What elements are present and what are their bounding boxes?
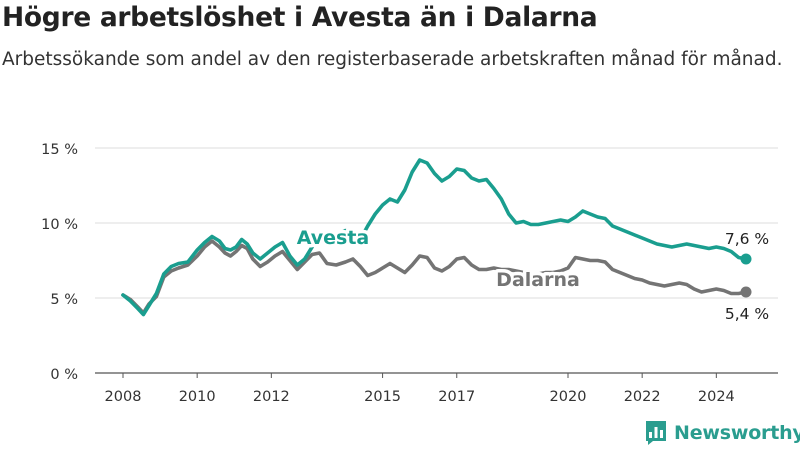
series-line-avesta <box>121 158 748 317</box>
x-tick-label: 2017 <box>438 389 475 405</box>
x-tick-label: 2012 <box>253 389 290 405</box>
bar-chart-icon <box>646 421 666 445</box>
x-tick-label: 2015 <box>364 389 401 405</box>
series-label-dalarna: Dalarna <box>496 269 580 291</box>
chart-subtitle: Arbetssökande som andel av den registerb… <box>2 49 783 70</box>
series-label-halo: Avesta <box>297 227 370 249</box>
series-label-avesta: Avesta <box>297 227 370 249</box>
x-tick-label: 2010 <box>179 389 216 405</box>
brand-name: Newsworthy <box>674 422 800 444</box>
brand-logo[interactable]: Newsworthy <box>644 419 800 447</box>
end-value-label: 5,4 % <box>725 305 769 323</box>
end-point-dalarna <box>740 286 752 298</box>
y-tick-label: 15 % <box>41 142 78 158</box>
series-line-dalarna <box>121 239 748 315</box>
x-tick-label: 2024 <box>698 389 735 405</box>
x-tick-label: 2008 <box>105 389 142 405</box>
y-tick-label: 5 % <box>50 292 78 308</box>
end-value-label: 7,6 % <box>725 230 769 248</box>
series-label-halo: Dalarna <box>496 269 580 291</box>
end-point-avesta <box>740 253 752 265</box>
y-tick-label: 0 % <box>50 367 78 383</box>
x-tick-label: 2020 <box>550 389 587 405</box>
y-tick-label: 10 % <box>41 217 78 233</box>
x-tick-label: 2022 <box>624 389 661 405</box>
chart-title: Högre arbetslöshet i Avesta än i Dalarna <box>2 2 598 33</box>
